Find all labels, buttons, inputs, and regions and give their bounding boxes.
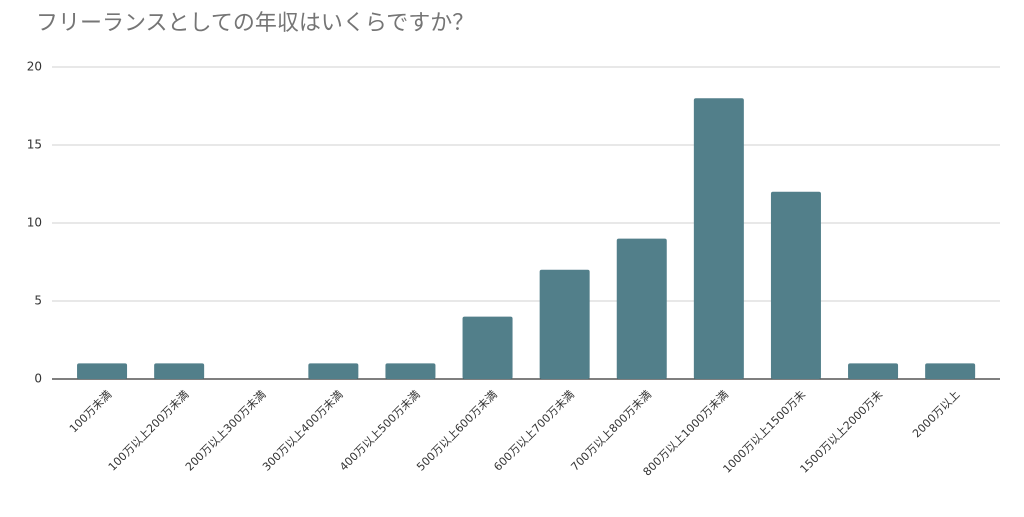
bar — [385, 363, 436, 379]
y-tick-label: 0 — [34, 372, 42, 386]
bar — [462, 316, 513, 379]
bar — [308, 363, 359, 379]
chart-title: フリーランスとしての年収はいくらですか？ — [36, 11, 474, 36]
bar — [616, 238, 667, 379]
bar — [848, 363, 899, 379]
bar — [77, 363, 128, 379]
y-tick-label: 5 — [34, 294, 42, 308]
y-tick-label: 15 — [27, 138, 42, 152]
y-tick-label: 20 — [27, 60, 42, 74]
bar — [770, 191, 821, 379]
bar — [154, 363, 205, 379]
bar — [925, 363, 976, 379]
bar — [539, 269, 590, 379]
y-tick-label: 10 — [27, 216, 42, 230]
bar — [693, 98, 744, 379]
